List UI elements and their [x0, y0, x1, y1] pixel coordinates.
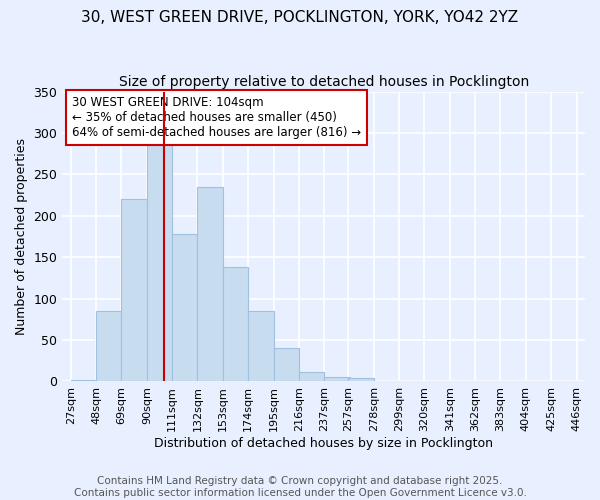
- Bar: [71, 380, 96, 382]
- Bar: [197, 187, 223, 382]
- Bar: [96, 311, 121, 382]
- Bar: [147, 146, 172, 382]
- Y-axis label: Number of detached properties: Number of detached properties: [15, 138, 28, 335]
- Text: 30 WEST GREEN DRIVE: 104sqm
← 35% of detached houses are smaller (450)
64% of se: 30 WEST GREEN DRIVE: 104sqm ← 35% of det…: [72, 96, 361, 138]
- Bar: [349, 378, 374, 382]
- X-axis label: Distribution of detached houses by size in Pocklington: Distribution of detached houses by size …: [154, 437, 493, 450]
- Bar: [299, 372, 324, 382]
- Bar: [324, 378, 350, 382]
- Title: Size of property relative to detached houses in Pocklington: Size of property relative to detached ho…: [119, 75, 529, 89]
- Bar: [248, 311, 274, 382]
- Bar: [121, 199, 147, 382]
- Bar: [172, 234, 197, 382]
- Text: 30, WEST GREEN DRIVE, POCKLINGTON, YORK, YO42 2YZ: 30, WEST GREEN DRIVE, POCKLINGTON, YORK,…: [82, 10, 518, 25]
- Bar: [274, 348, 299, 382]
- Bar: [223, 267, 248, 382]
- Text: Contains HM Land Registry data © Crown copyright and database right 2025.
Contai: Contains HM Land Registry data © Crown c…: [74, 476, 526, 498]
